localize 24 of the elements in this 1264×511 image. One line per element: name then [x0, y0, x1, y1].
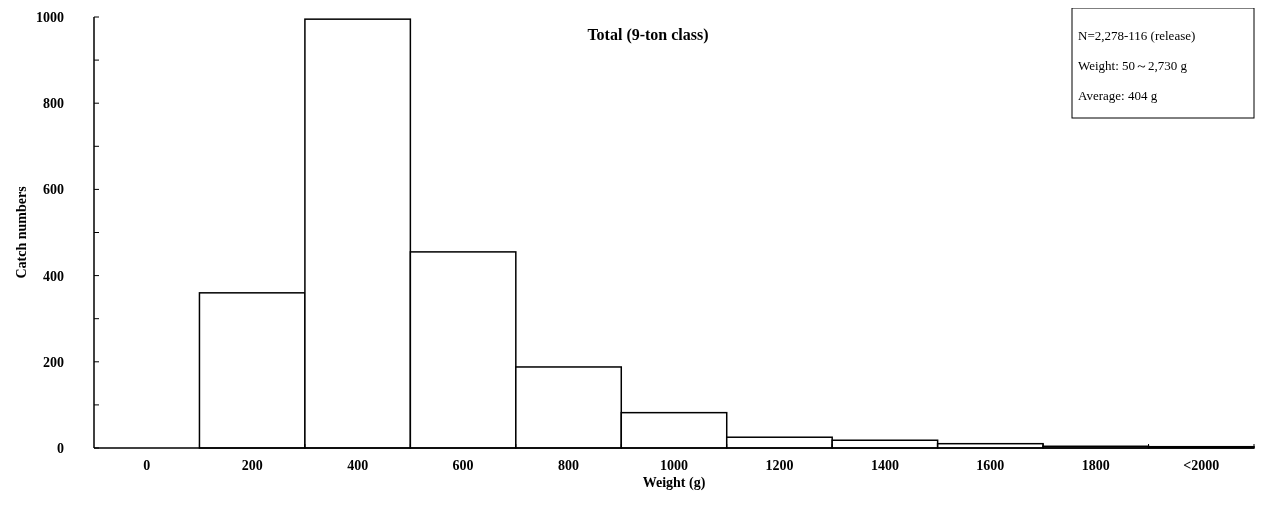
- x-tick-label: 1200: [765, 458, 794, 473]
- annotation: N=2,278-116 (release): [1078, 28, 1196, 43]
- x-tick-label: 1000: [660, 458, 688, 473]
- annotation: Average: 404 g: [1078, 88, 1158, 103]
- x-tick-label: 1400: [870, 458, 899, 473]
- y-axis-title: Catch numbers: [14, 185, 29, 279]
- annotation: Weight: 50～2,730 g: [1078, 58, 1188, 73]
- x-tick-label: 800: [558, 458, 580, 473]
- y-tick-label: 0: [57, 440, 64, 456]
- x-tick-label: <2000: [1183, 458, 1220, 473]
- x-tick-label: 200: [241, 458, 263, 473]
- y-tick-label: 1000: [36, 9, 64, 25]
- y-tick-label: 600: [43, 182, 64, 198]
- x-axis-title: Weight (g): [642, 475, 706, 491]
- x-tick-label: 1800: [1081, 458, 1110, 473]
- text: Total (9-ton class): [587, 26, 709, 44]
- x-tick-label: 600: [452, 458, 474, 473]
- x-tick-label: 0: [143, 458, 151, 473]
- y-tick-label: 400: [43, 268, 64, 284]
- note-box: N=2,278-116 (release) Weight: 50～2,730 g Average: 404 g: [1071, 8, 1255, 119]
- y-tick-label: 200: [43, 354, 64, 370]
- x-tick-label: 400: [347, 458, 369, 473]
- y-tick-label: 800: [43, 96, 64, 112]
- x-tick-label: 1600: [976, 458, 1005, 473]
